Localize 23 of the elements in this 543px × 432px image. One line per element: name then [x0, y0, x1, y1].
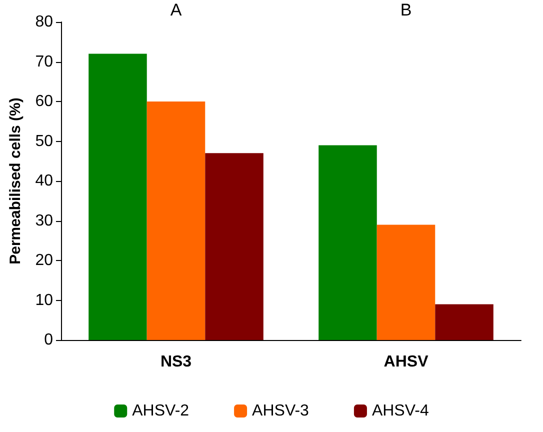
- y-tick-label: 40: [35, 172, 54, 190]
- y-tick-label: 10: [35, 292, 54, 309]
- bar: [318, 145, 377, 340]
- y-tick-label: 30: [35, 212, 54, 230]
- text: A: [170, 0, 182, 20]
- y-tick-label: 60: [35, 93, 54, 110]
- bar: [376, 224, 436, 340]
- bar: [435, 304, 494, 340]
- bar: [146, 102, 206, 340]
- y-tick-label: 70: [35, 53, 54, 70]
- y-tick-label: 80: [35, 14, 54, 30]
- x-tick-label: AHSV: [384, 354, 429, 370]
- legend-label: AHSV-4: [372, 402, 429, 420]
- y-axis-title: Permeabilised cells (%): [7, 98, 24, 264]
- bar: [205, 153, 264, 340]
- y-tick-label: 0: [44, 332, 54, 348]
- y-tick-label: 20: [35, 252, 54, 269]
- bar: [88, 54, 147, 340]
- x-tick-label: NS3: [160, 354, 192, 370]
- y-tick-label: 50: [35, 132, 54, 150]
- legend-label: AHSV-3: [252, 402, 310, 420]
- legend-label: AHSV-2: [132, 402, 190, 420]
- text: B: [400, 0, 412, 20]
